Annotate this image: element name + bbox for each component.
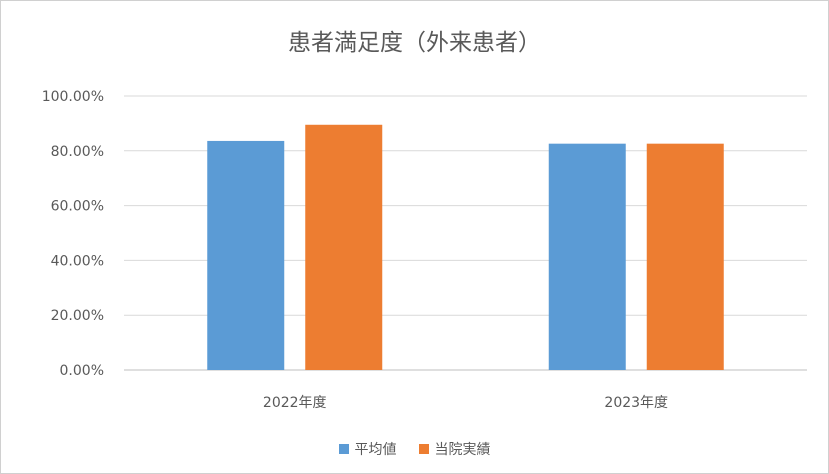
bar [646,143,724,370]
y-tick-label: 100.00% [42,89,104,105]
legend-label-hospital: 当院実績 [434,442,491,458]
y-tick-label: 0.00% [60,363,104,379]
x-tick-label: 2022年度 [263,395,327,411]
bar [305,124,383,371]
legend-swatch-hospital [418,444,429,454]
legend-label-average: 平均値 [354,442,397,458]
chart-legend: 平均値 当院実績 [1,439,828,459]
y-tick-label: 60.00% [51,199,104,215]
chart-title: 患者満足度（外来患者） [288,30,541,56]
legend-item-hospital: 当院実績 [418,439,491,459]
bar [207,140,285,370]
y-tick-label: 40.00% [51,253,104,269]
y-tick-label: 20.00% [51,308,104,324]
legend-item-average: 平均値 [338,439,397,459]
x-tick-label: 2023年度 [604,395,668,411]
y-tick-label: 80.00% [51,144,104,160]
bar [548,143,626,370]
legend-swatch-average [338,444,349,454]
